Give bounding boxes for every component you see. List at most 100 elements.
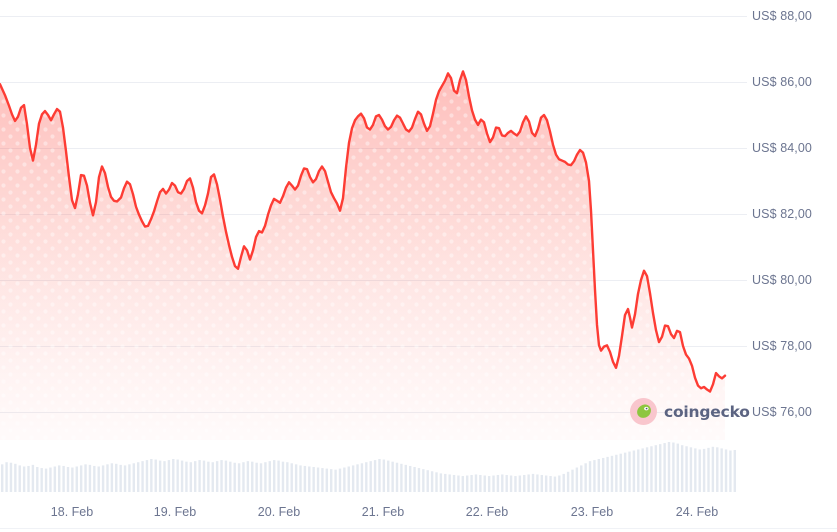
volume-bar[interactable] — [654, 445, 658, 492]
volume-bars[interactable] — [0, 442, 737, 492]
volume-bar[interactable] — [215, 461, 219, 492]
volume-bar[interactable] — [404, 464, 407, 492]
volume-bar[interactable] — [119, 464, 122, 492]
volume-bar[interactable] — [272, 460, 276, 492]
volume-bar[interactable] — [483, 475, 486, 492]
volume-bar[interactable] — [237, 463, 241, 492]
volume-bar[interactable] — [299, 465, 302, 492]
volume-bar[interactable] — [602, 457, 605, 492]
volume-bar[interactable] — [470, 474, 473, 492]
volume-bar[interactable] — [575, 467, 579, 492]
volume-bar[interactable] — [566, 471, 570, 492]
volume-bar[interactable] — [9, 462, 13, 492]
volume-bar[interactable] — [400, 463, 403, 492]
volume-bar[interactable] — [246, 461, 250, 492]
volume-bar[interactable] — [430, 471, 434, 492]
volume-bar[interactable] — [716, 447, 719, 492]
volume-bar[interactable] — [733, 449, 737, 492]
volume-bar[interactable] — [536, 474, 539, 492]
volume-bar[interactable] — [558, 475, 561, 492]
volume-bar[interactable] — [641, 448, 644, 492]
volume-bar[interactable] — [128, 464, 131, 492]
volume-bar[interactable] — [185, 461, 188, 492]
volume-bar[interactable] — [435, 472, 438, 492]
volume-bar[interactable] — [207, 461, 210, 492]
volume-bar[interactable] — [659, 444, 662, 492]
volume-bar[interactable] — [97, 466, 100, 492]
coingecko-watermark[interactable]: coingecko — [630, 398, 750, 425]
volume-bar[interactable] — [194, 461, 197, 492]
volume-bar[interactable] — [233, 462, 236, 492]
volume-bar[interactable] — [150, 459, 153, 492]
volume-bar[interactable] — [79, 465, 83, 492]
volume-bar[interactable] — [294, 464, 298, 492]
volume-bar[interactable] — [580, 465, 583, 492]
volume-bar[interactable] — [325, 468, 329, 492]
volume-bar[interactable] — [391, 461, 394, 492]
volume-bar[interactable] — [637, 449, 640, 492]
volume-bar[interactable] — [277, 460, 280, 492]
volume-bar[interactable] — [115, 463, 118, 492]
volume-bar[interactable] — [5, 462, 8, 492]
volume-bar[interactable] — [395, 462, 399, 492]
volume-bar[interactable] — [356, 464, 359, 492]
volume-bar[interactable] — [330, 469, 333, 492]
volume-bar[interactable] — [645, 447, 649, 492]
volume-bar[interactable] — [729, 450, 732, 492]
volume-bar[interactable] — [444, 473, 447, 492]
volume-bar[interactable] — [597, 459, 601, 492]
volume-bar[interactable] — [632, 450, 636, 492]
volume-bar[interactable] — [132, 463, 135, 492]
volume-bar[interactable] — [202, 460, 206, 492]
volume-bar[interactable] — [136, 462, 140, 492]
volume-bar[interactable] — [724, 449, 728, 492]
volume-bar[interactable] — [343, 467, 346, 492]
volume-bar[interactable] — [623, 452, 627, 492]
volume-bar[interactable] — [549, 476, 552, 492]
volume-bar[interactable] — [496, 474, 500, 492]
volume-bar[interactable] — [448, 474, 451, 492]
volume-bar[interactable] — [229, 461, 232, 492]
volume-bar[interactable] — [75, 466, 78, 492]
volume-bar[interactable] — [452, 474, 456, 492]
volume-bar[interactable] — [373, 460, 377, 492]
volume-bar[interactable] — [180, 460, 184, 492]
volume-bar[interactable] — [672, 442, 675, 492]
volume-bar[interactable] — [211, 462, 214, 492]
volume-bar[interactable] — [281, 461, 285, 492]
volume-bar[interactable] — [198, 460, 201, 492]
volume-bar[interactable] — [351, 465, 355, 492]
volume-bar[interactable] — [347, 466, 350, 492]
volume-bar[interactable] — [505, 474, 508, 492]
volume-bar[interactable] — [0, 464, 4, 492]
volume-bar[interactable] — [593, 460, 596, 492]
volume-bar[interactable] — [123, 465, 127, 492]
volume-bar[interactable] — [610, 455, 614, 492]
volume-bar[interactable] — [316, 467, 320, 492]
volume-bar[interactable] — [110, 463, 114, 492]
volume-bar[interactable] — [457, 475, 460, 492]
volume-bar[interactable] — [303, 465, 307, 492]
volume-bar[interactable] — [413, 467, 416, 492]
volume-bar[interactable] — [619, 453, 622, 492]
volume-bar[interactable] — [321, 468, 324, 492]
volume-bar[interactable] — [360, 463, 364, 492]
volume-bar[interactable] — [14, 463, 17, 492]
volume-bar[interactable] — [308, 466, 311, 492]
volume-bar[interactable] — [189, 462, 193, 492]
volume-bar[interactable] — [268, 461, 271, 492]
volume-bar[interactable] — [571, 469, 574, 492]
volume-bar[interactable] — [49, 467, 52, 492]
volume-bar[interactable] — [531, 473, 535, 492]
volume-bar[interactable] — [461, 476, 465, 492]
volume-bar[interactable] — [365, 462, 368, 492]
volume-bar[interactable] — [711, 446, 715, 492]
volume-bar[interactable] — [426, 470, 429, 492]
volume-bar[interactable] — [676, 443, 679, 492]
volume-bar[interactable] — [562, 473, 565, 492]
volume-bar[interactable] — [264, 462, 267, 492]
volume-bar[interactable] — [514, 476, 517, 492]
volume-bar[interactable] — [466, 475, 469, 492]
volume-bar[interactable] — [588, 461, 592, 492]
